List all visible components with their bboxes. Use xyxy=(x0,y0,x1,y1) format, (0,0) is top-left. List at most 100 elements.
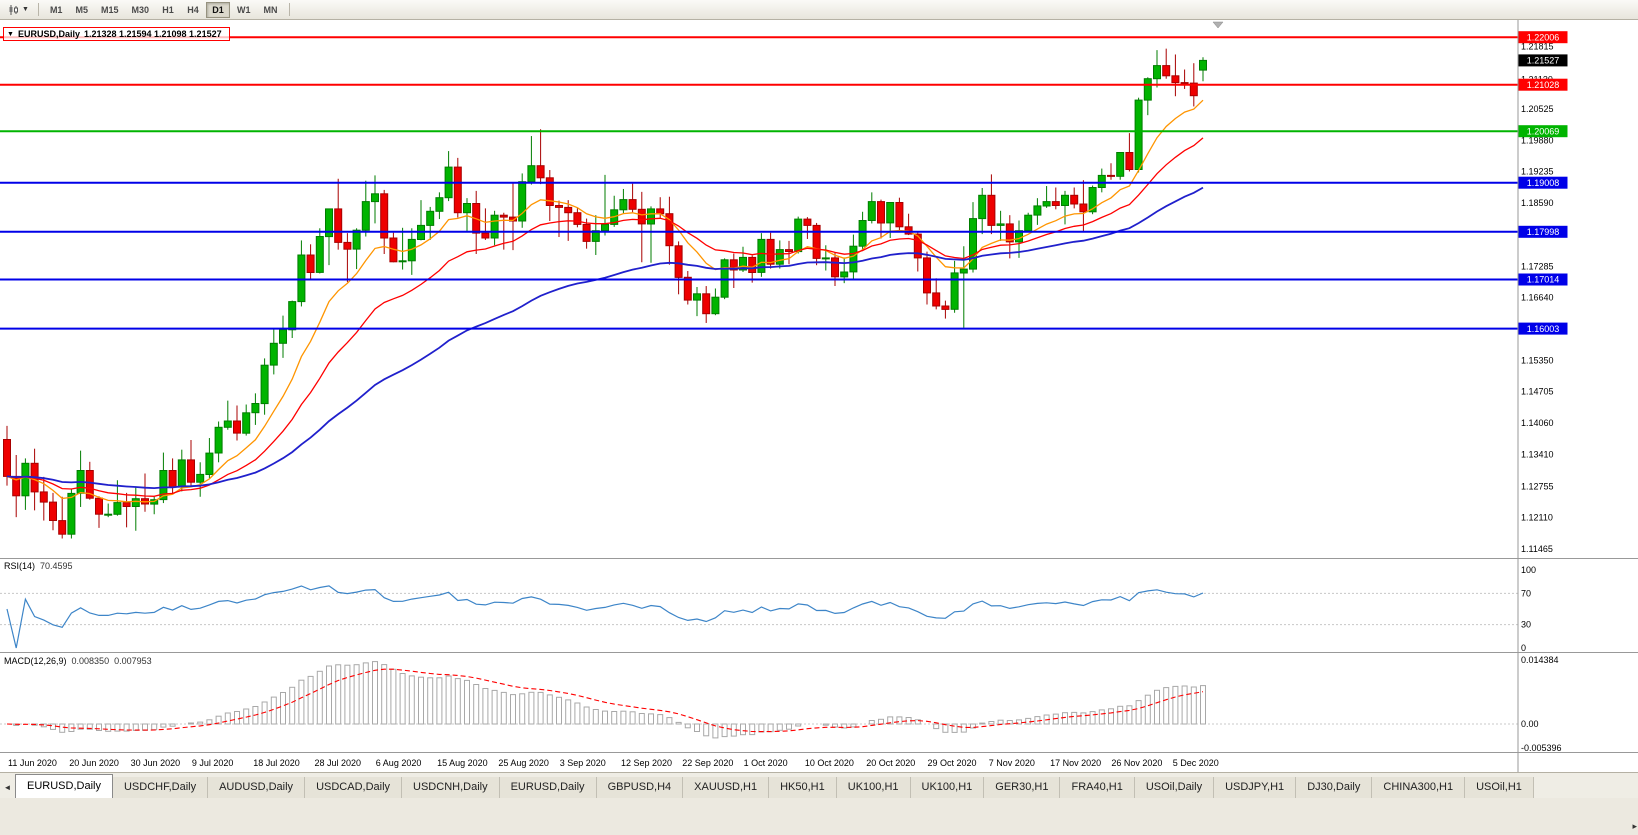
svg-text:20 Jun 2020: 20 Jun 2020 xyxy=(69,758,119,768)
chart-tab-13[interactable]: USOil,Daily xyxy=(1134,777,1215,798)
chevron-down-icon: ▼ xyxy=(22,6,29,13)
svg-text:22 Sep 2020: 22 Sep 2020 xyxy=(682,758,733,768)
svg-text:100: 100 xyxy=(1521,565,1536,575)
chart-tab-6[interactable]: GBPUSD,H4 xyxy=(596,777,684,798)
timeframe-toolbar: ▼ M1 M5 M15 M30 H1 H4 D1 W1 MN xyxy=(0,0,1638,20)
svg-text:29 Oct 2020: 29 Oct 2020 xyxy=(928,758,977,768)
moving-averages-layer xyxy=(6,99,1204,503)
svg-text:15 Aug 2020: 15 Aug 2020 xyxy=(437,758,488,768)
chart-tab-16[interactable]: CHINA300,H1 xyxy=(1372,777,1466,798)
svg-text:0.00: 0.00 xyxy=(1521,719,1539,729)
macd-indicator-label: MACD(12,26,9) 0.008350 0.007953 xyxy=(4,656,152,666)
svg-text:17 Nov 2020: 17 Nov 2020 xyxy=(1050,758,1101,768)
toolbar-separator xyxy=(288,3,290,16)
timeframe-buttons: M1 M5 M15 M30 H1 H4 D1 W1 MN xyxy=(44,1,284,18)
svg-text:1.11465: 1.11465 xyxy=(1521,544,1553,554)
ohlc-title-box: ▼ EURUSD,Daily 1.21328 1.21594 1.21098 1… xyxy=(3,27,230,41)
tab-scroll-right-icon[interactable]: ▸ xyxy=(1632,821,1637,831)
chart-tab-8[interactable]: HK50,H1 xyxy=(769,777,837,798)
chart-tab-12[interactable]: FRA40,H1 xyxy=(1060,777,1135,798)
timeframe-button-m30[interactable]: M30 xyxy=(125,2,155,18)
svg-text:11 Jun 2020: 11 Jun 2020 xyxy=(8,758,57,768)
svg-text:1.15350: 1.15350 xyxy=(1521,355,1554,365)
svg-text:3 Sep 2020: 3 Sep 2020 xyxy=(560,758,606,768)
candlestick-chart-icon xyxy=(9,4,18,15)
svg-text:26 Nov 2020: 26 Nov 2020 xyxy=(1111,758,1162,768)
svg-text:1.20069: 1.20069 xyxy=(1527,126,1560,136)
svg-text:1.12110: 1.12110 xyxy=(1521,513,1553,523)
svg-text:1.16640: 1.16640 xyxy=(1521,293,1554,303)
candles-layer xyxy=(3,48,1207,539)
tab-scroll-left-icon[interactable]: ◄ xyxy=(3,783,12,792)
chart-tab-14[interactable]: USDJPY,H1 xyxy=(1214,777,1297,798)
svg-text:1.18590: 1.18590 xyxy=(1521,198,1554,208)
svg-text:25 Aug 2020: 25 Aug 2020 xyxy=(498,758,549,768)
timeframe-button-h1[interactable]: H1 xyxy=(156,2,180,18)
chart-tabbar: ◄ EURUSD,Daily USDCHF,Daily AUDUSD,Daily US… xyxy=(0,772,1638,798)
chart-tabs: EURUSD,Daily USDCHF,Daily AUDUSD,Daily USDC… xyxy=(15,774,1534,798)
chart-tab-3[interactable]: USDCAD,Daily xyxy=(305,777,403,798)
timeframe-button-w1[interactable]: W1 xyxy=(231,2,257,18)
chart-tab-5[interactable]: EURUSD,Daily xyxy=(499,777,597,798)
timeframe-button-m15[interactable]: M15 xyxy=(95,2,125,18)
chart-tab-11[interactable]: GER30,H1 xyxy=(984,777,1061,798)
timeframe-button-h4[interactable]: H4 xyxy=(181,2,205,18)
svg-text:28 Jul 2020: 28 Jul 2020 xyxy=(315,758,362,768)
svg-text:1.21028: 1.21028 xyxy=(1527,80,1560,90)
timeframe-button-m1[interactable]: M1 xyxy=(44,2,69,18)
chart-canvas[interactable]: 100 70 30 0 0.014384 0.00 -0.005396 11 Jun 20… xyxy=(0,20,1638,772)
svg-text:1.16003: 1.16003 xyxy=(1527,324,1560,334)
chart-type-button[interactable]: ▼ xyxy=(4,2,33,18)
timeframe-button-mn[interactable]: MN xyxy=(258,2,284,18)
svg-text:1.19235: 1.19235 xyxy=(1521,167,1554,177)
svg-text:1.19880: 1.19880 xyxy=(1521,135,1554,145)
chart-symbol-label: EURUSD,Daily xyxy=(17,29,80,39)
svg-text:1.21527: 1.21527 xyxy=(1527,56,1560,66)
svg-text:10 Oct 2020: 10 Oct 2020 xyxy=(805,758,854,768)
toolbar-separator xyxy=(37,3,39,16)
chart-tab-10[interactable]: UK100,H1 xyxy=(910,777,985,798)
svg-text:30 Jun 2020: 30 Jun 2020 xyxy=(131,758,181,768)
svg-text:1.14060: 1.14060 xyxy=(1521,418,1554,428)
svg-text:18 Jul 2020: 18 Jul 2020 xyxy=(253,758,300,768)
svg-text:6 Aug 2020: 6 Aug 2020 xyxy=(376,758,422,768)
svg-text:30: 30 xyxy=(1521,620,1531,630)
chart-tab-17[interactable]: USOil,H1 xyxy=(1465,777,1534,798)
chart-tab-2[interactable]: AUDUSD,Daily xyxy=(208,777,306,798)
macd-panel: 0.014384 0.00 -0.005396 xyxy=(0,655,1562,753)
svg-text:1 Oct 2020: 1 Oct 2020 xyxy=(744,758,788,768)
rsi-panel: 100 70 30 0 xyxy=(0,565,1536,653)
timeframe-button-d1[interactable]: D1 xyxy=(206,1,230,18)
svg-text:1.12755: 1.12755 xyxy=(1521,481,1554,491)
svg-text:12 Sep 2020: 12 Sep 2020 xyxy=(621,758,672,768)
chart-tab-15[interactable]: DJ30,Daily xyxy=(1296,777,1373,798)
collapse-triangle-icon[interactable]: ▼ xyxy=(7,30,14,38)
svg-text:1.14705: 1.14705 xyxy=(1521,387,1554,397)
date-axis: 11 Jun 2020 20 Jun 2020 30 Jun 2020 9 Jul 2… xyxy=(8,758,1219,768)
chart-ohlc-values: 1.21328 1.21594 1.21098 1.21527 xyxy=(83,29,222,39)
svg-text:5 Dec 2020: 5 Dec 2020 xyxy=(1173,758,1219,768)
svg-text:1.22006: 1.22006 xyxy=(1527,32,1560,42)
macd-value: 0.008350 xyxy=(71,656,110,666)
svg-text:0: 0 xyxy=(1521,643,1526,653)
chart-tab-4[interactable]: USDCNH,Daily xyxy=(402,777,500,798)
window-bottom-area xyxy=(0,798,1638,835)
rsi-value: 70.4595 xyxy=(40,561,73,571)
chart-tab-0[interactable]: EURUSD,Daily xyxy=(15,774,113,798)
svg-text:1.19008: 1.19008 xyxy=(1527,178,1560,188)
timeframe-button-m5[interactable]: M5 xyxy=(69,2,94,18)
macd-name: MACD(12,26,9) xyxy=(4,656,67,666)
panel-borders xyxy=(0,20,1638,772)
rsi-indicator-label: RSI(14) 70.4595 xyxy=(4,561,73,571)
svg-text:70: 70 xyxy=(1521,588,1531,598)
chart-tab-1[interactable]: USDCHF,Daily xyxy=(112,777,209,798)
svg-text:0.014384: 0.014384 xyxy=(1521,655,1559,665)
svg-text:-0.005396: -0.005396 xyxy=(1521,743,1562,753)
chart-tab-9[interactable]: UK100,H1 xyxy=(836,777,911,798)
chart-tab-7[interactable]: XAUUSD,H1 xyxy=(683,777,770,798)
svg-text:1.17998: 1.17998 xyxy=(1527,227,1560,237)
macd-signal-value: 0.007953 xyxy=(114,656,152,666)
svg-text:1.13410: 1.13410 xyxy=(1521,450,1554,460)
price-axis: 1.218151.211301.205251.198801.192351.185… xyxy=(1518,31,1568,554)
svg-text:1.17014: 1.17014 xyxy=(1527,275,1560,285)
